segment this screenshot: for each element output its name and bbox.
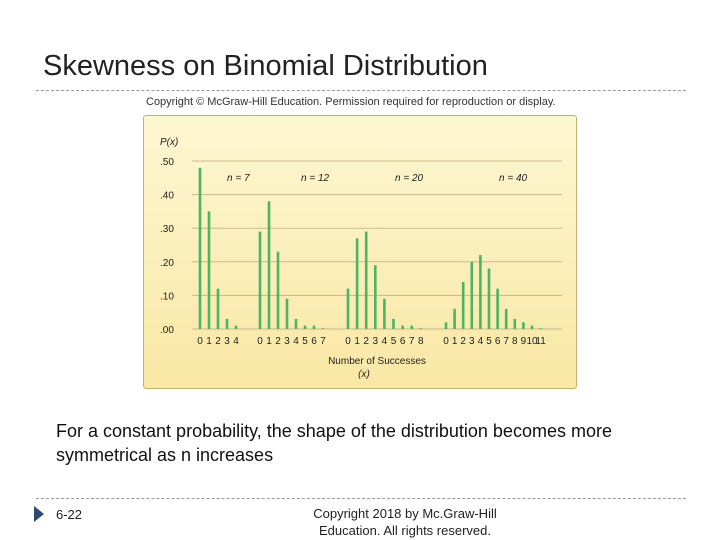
x-tick-label: 3	[469, 336, 475, 347]
binomial-chart: .50.40.30.20.10.00P(x)n = 70 1 2 3 4n = 120 1…	[160, 137, 562, 380]
x-tick-label: 5	[486, 336, 492, 347]
footer-copyright-line1: Copyright 2018 by Mc.Graw-Hill	[313, 506, 497, 521]
x-tick-label: 5	[302, 336, 308, 347]
bar	[522, 322, 525, 329]
bar	[267, 201, 271, 329]
series-label: n = 40	[499, 173, 528, 184]
y-axis-label: P(x)	[160, 137, 178, 148]
footer-copyright: Copyright 2018 by Mc.Graw-Hill Education…	[280, 505, 530, 539]
bar	[419, 328, 423, 329]
bar	[392, 318, 395, 329]
x-tick-label: 11	[535, 336, 546, 347]
bar	[513, 318, 517, 329]
x-tick-label: 3	[224, 336, 230, 347]
y-tick-label: .00	[160, 325, 174, 336]
series-label: n = 12	[301, 173, 330, 184]
bar	[355, 238, 359, 329]
x-tick-label: 0	[443, 336, 449, 347]
bar	[364, 231, 368, 329]
bar	[276, 251, 280, 329]
x-tick-label: 0	[345, 336, 351, 347]
bar	[258, 231, 262, 329]
x-tick-label: 9	[521, 336, 527, 347]
x-tick-label: 8	[418, 336, 424, 347]
x-tick-label: 2	[215, 336, 221, 347]
bar	[225, 318, 229, 329]
x-tick-label: 6	[495, 336, 501, 347]
x-axis-label-variable: (x)	[358, 369, 370, 380]
slide-number: 6-22	[56, 507, 83, 522]
image-copyright-note: Copyright © McGraw-Hill Education. Permi…	[146, 96, 556, 108]
bar	[303, 325, 307, 329]
bar	[383, 298, 386, 329]
x-tick-label: 5	[391, 336, 397, 347]
bar	[539, 328, 542, 329]
x-tick-label: 6	[311, 336, 317, 347]
bar	[470, 261, 474, 329]
bar	[496, 288, 499, 329]
x-tick-label: 7	[503, 336, 509, 347]
y-tick-label: .20	[160, 258, 174, 269]
bar	[285, 298, 289, 329]
bar	[401, 325, 404, 329]
bar	[294, 318, 298, 329]
bar	[216, 288, 220, 329]
footer-divider	[36, 498, 686, 499]
series-label: n = 20	[395, 173, 424, 184]
slide-caption: For a constant probability, the shape of…	[56, 421, 612, 465]
x-tick-label: 1	[266, 336, 272, 347]
bar	[374, 265, 377, 329]
footer-copyright-line2: Education. All rights reserved.	[319, 523, 491, 538]
y-tick-label: .30	[160, 224, 174, 235]
series-label: n = 7	[227, 173, 250, 184]
bar	[410, 325, 413, 329]
bar	[198, 167, 202, 329]
y-tick-label: .40	[160, 191, 174, 202]
y-tick-label: .50	[160, 157, 174, 168]
bar	[453, 308, 456, 329]
bar	[444, 322, 448, 329]
bar	[487, 268, 491, 329]
bar	[346, 288, 350, 329]
x-tick-label: 8	[512, 336, 518, 347]
bar	[530, 325, 534, 329]
title-divider	[36, 90, 686, 91]
x-tick-label: 4	[382, 336, 388, 347]
x-tick-label: 1	[206, 336, 212, 347]
x-tick-label: 2	[275, 336, 281, 347]
bar	[479, 255, 482, 329]
x-tick-label: 7	[320, 336, 326, 347]
bar	[234, 325, 238, 329]
x-tick-label: 1	[452, 336, 458, 347]
bar	[461, 281, 465, 329]
x-tick-label: 6	[400, 336, 406, 347]
x-axis-label: Number of Successes	[328, 356, 426, 367]
x-tick-label: 10	[526, 336, 538, 347]
bar	[207, 211, 211, 329]
x-tick-label: 2	[460, 336, 466, 347]
bar	[504, 308, 508, 329]
slide-marker-icon	[34, 506, 44, 522]
slide-title: Skewness on Binomial Distribution	[43, 50, 488, 82]
bar	[321, 328, 325, 329]
x-tick-label: 0	[257, 336, 263, 347]
x-tick-label: 3	[284, 336, 290, 347]
x-tick-label: 1	[354, 336, 360, 347]
x-tick-label: 4	[478, 336, 484, 347]
bar	[312, 325, 316, 329]
x-tick-label: 0	[197, 336, 203, 347]
x-tick-label: 4	[233, 336, 239, 347]
x-tick-label: 7	[409, 336, 415, 347]
x-tick-label: 4	[293, 336, 299, 347]
x-tick-label: 3	[373, 336, 379, 347]
y-tick-label: .10	[160, 291, 174, 302]
x-tick-label: 2	[363, 336, 369, 347]
